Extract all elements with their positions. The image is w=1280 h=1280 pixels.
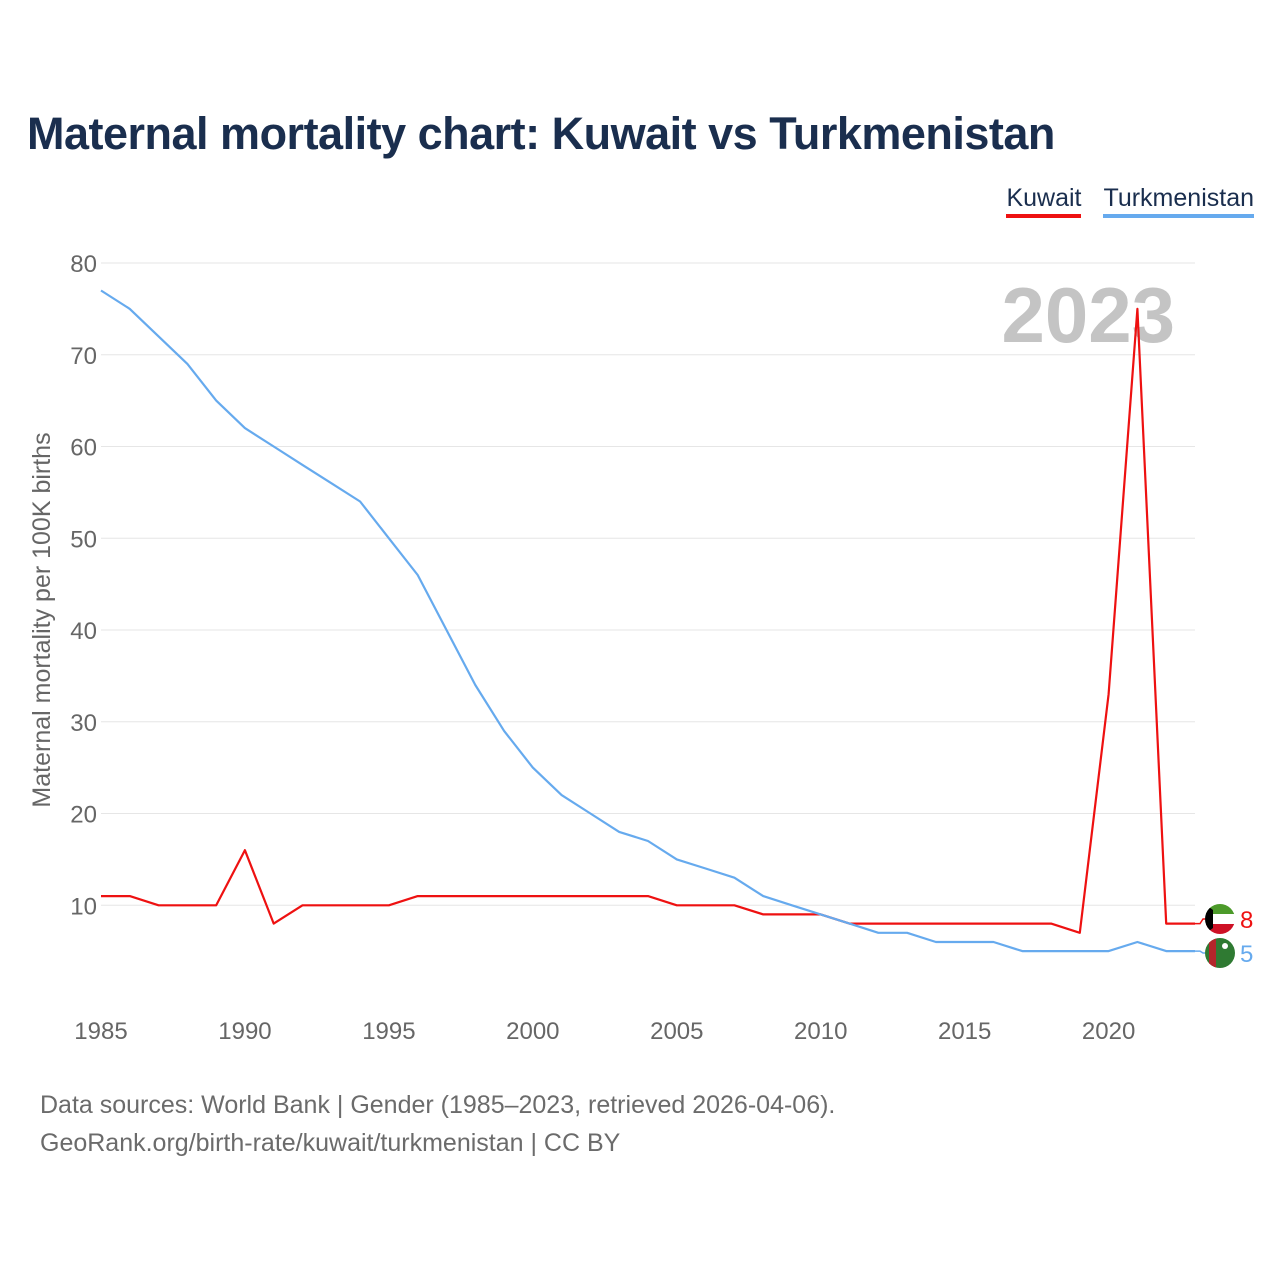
end-value-label-turkmenistan: 5: [1240, 941, 1253, 968]
series-line-kuwait: [101, 307, 1195, 934]
x-tick-label-2010: 2010: [794, 1018, 847, 1045]
x-tick-label-2000: 2000: [506, 1018, 559, 1045]
y-tick-label-20: 20: [70, 802, 97, 829]
y-axis-label: Maternal mortality per 100K births: [28, 432, 56, 807]
y-tick-label-10: 10: [70, 893, 97, 920]
end-connector-kuwait: [1195, 918, 1205, 925]
y-tick-label-50: 50: [70, 526, 97, 553]
end-value-label-kuwait: 8: [1240, 907, 1253, 934]
x-tick-label-2015: 2015: [938, 1018, 991, 1045]
y-tick-label-30: 30: [70, 710, 97, 737]
data-sources: Data sources: World Bank | Gender (1985–…: [40, 1086, 835, 1162]
series-end-markers: 85: [1195, 907, 1253, 968]
chart-title: Maternal mortality chart: Kuwait vs Turk…: [27, 108, 1055, 159]
source-line-1: Data sources: World Bank | Gender (1985–…: [40, 1091, 836, 1119]
x-tick-label-1990: 1990: [218, 1018, 271, 1045]
legend: Kuwait Turkmenistan: [1006, 184, 1254, 218]
x-tick-label-2005: 2005: [650, 1018, 703, 1045]
grid-lines: [101, 262, 1195, 906]
y-tick-label-80: 80: [70, 251, 97, 278]
y-tick-label-40: 40: [70, 618, 97, 645]
series-line-turkmenistan: [100, 289, 1195, 953]
x-tick-label-2020: 2020: [1082, 1018, 1135, 1045]
series-lines: [100, 289, 1195, 953]
kuwait-flag-icon: [1205, 904, 1235, 934]
year-watermark: 2023: [1001, 271, 1175, 359]
x-axis-ticks: 1985 1990 1995 2000 2005 2010 2015 2020: [74, 1018, 1135, 1045]
y-axis-ticks: 10 20 30 40 50 60 70 80: [70, 251, 97, 920]
legend-item-kuwait[interactable]: Kuwait: [1006, 184, 1082, 218]
legend-item-turkmenistan[interactable]: Turkmenistan: [1103, 184, 1254, 218]
turkmenistan-flag-icon: [1205, 938, 1235, 968]
x-tick-label-1995: 1995: [362, 1018, 415, 1045]
source-line-2[interactable]: GeoRank.org/birth-rate/kuwait/turkmenist…: [40, 1129, 621, 1157]
end-connector-turkmenistan: [1195, 950, 1205, 954]
y-tick-label-60: 60: [70, 435, 97, 462]
y-tick-label-70: 70: [70, 343, 97, 370]
x-tick-label-1985: 1985: [74, 1018, 127, 1045]
